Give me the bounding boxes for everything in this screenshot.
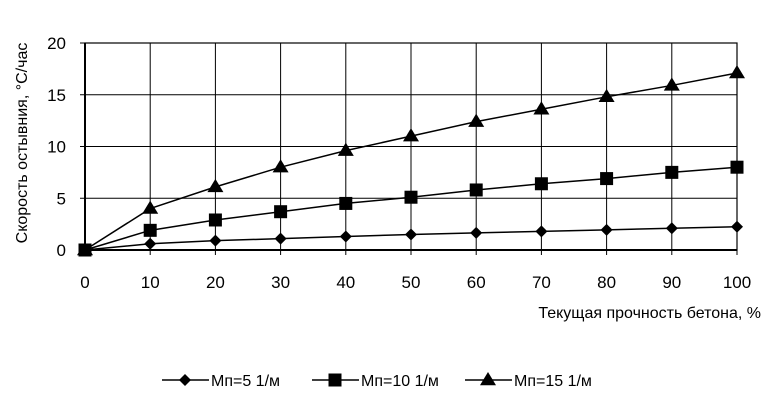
data-point: [468, 113, 485, 127]
data-point: [404, 190, 418, 204]
y-axis-title: Скорость остывния, °С/час: [14, 43, 31, 244]
grid-lines: [85, 42, 738, 250]
data-point: [405, 228, 417, 241]
data-point: [731, 220, 743, 233]
data-point: [142, 200, 159, 214]
x-tick-label: 60: [467, 273, 486, 292]
y-tick-label: 20: [47, 34, 66, 53]
x-tick-label: 50: [402, 273, 421, 292]
x-tick-label: 40: [336, 273, 355, 292]
data-point: [208, 213, 222, 227]
data-point: [665, 222, 678, 235]
y-tick-label: 5: [57, 189, 66, 208]
legend-entry-1: Мп=5 1/м: [162, 373, 280, 390]
x-axis-title: Текущая прочность бетона, %: [538, 305, 761, 322]
x-tick-label: 100: [723, 273, 751, 292]
data-point: [535, 225, 548, 238]
data-point: [600, 172, 614, 186]
x-tick-label: 20: [206, 273, 225, 292]
legend: Мп=5 1/м Мп=10 1/м Мп=15 1/м: [162, 372, 592, 390]
legend-entry-3: Мп=15 1/м: [465, 372, 592, 390]
data-point: [144, 237, 157, 250]
data-point: [470, 226, 483, 239]
data-point: [339, 230, 352, 243]
legend-marker: [480, 372, 496, 386]
data-point: [339, 196, 353, 210]
y-tick-label: 10: [47, 138, 66, 157]
x-tick-label: 90: [662, 273, 681, 292]
legend-label: Мп=15 1/м: [514, 373, 592, 390]
tick-labels: 0 10 20 30 40 50 60 70 80 90 100 0 5 10 15 20: [47, 34, 751, 292]
y-tick-label: 15: [47, 86, 66, 105]
data-point: [403, 128, 419, 142]
x-tick-label: 10: [141, 273, 160, 292]
x-tick-label: 0: [80, 273, 89, 292]
series-2: [78, 160, 744, 257]
y-tick-label: 0: [57, 241, 66, 260]
data-point: [534, 177, 548, 191]
data-point: [665, 165, 679, 179]
data-point: [337, 142, 354, 156]
data-point: [729, 65, 745, 79]
series-layer: [77, 65, 745, 257]
legend-label: Мп=10 1/м: [361, 373, 439, 390]
data-point: [663, 77, 680, 91]
data-point: [143, 223, 157, 237]
data-point: [730, 160, 744, 174]
data-point: [469, 183, 483, 197]
legend-entry-2: Мп=10 1/м: [312, 373, 439, 390]
legend-marker: [328, 373, 342, 387]
data-point: [209, 234, 222, 247]
legend-label: Мп=5 1/м: [211, 373, 280, 390]
series-1: [79, 220, 743, 256]
data-point: [533, 101, 550, 115]
data-point: [272, 159, 289, 173]
data-point: [274, 232, 287, 245]
axes: [80, 42, 738, 255]
x-tick-label: 70: [532, 273, 551, 292]
data-point: [600, 223, 613, 236]
data-point: [598, 88, 615, 103]
data-point: [207, 178, 224, 193]
x-tick-label: 80: [597, 273, 616, 292]
data-point: [77, 242, 93, 256]
legend-marker: [179, 374, 191, 386]
series-3: [77, 65, 745, 256]
data-point: [274, 205, 288, 219]
x-tick-label: 30: [271, 273, 290, 292]
